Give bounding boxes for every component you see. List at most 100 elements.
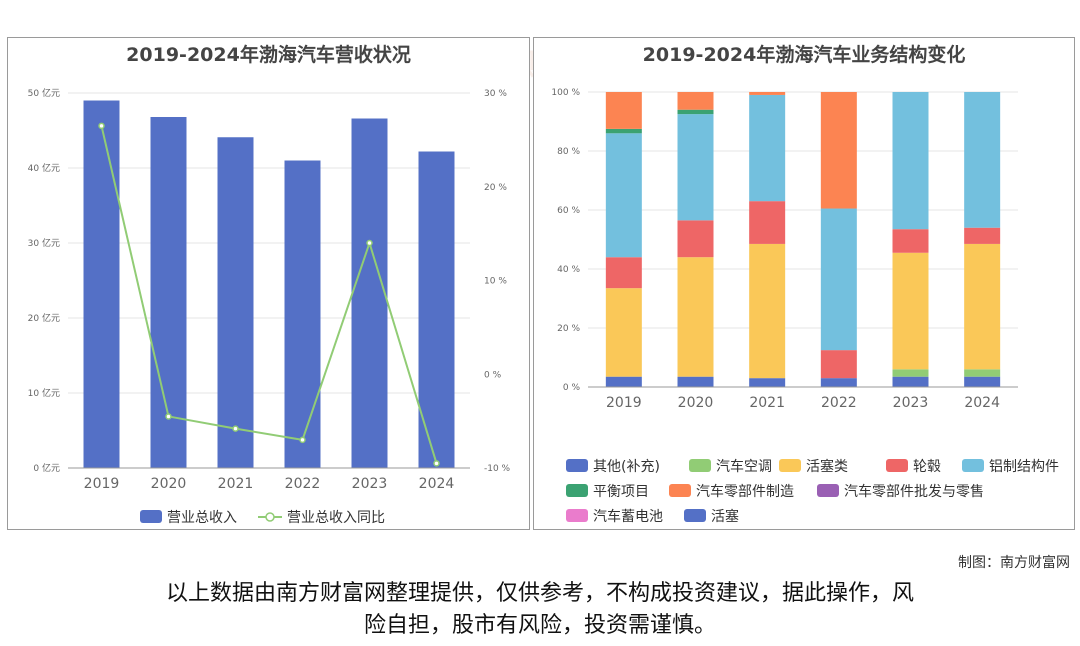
- revenue-bar: [150, 117, 187, 468]
- disclaimer-line-2: 险自担，股市有风险，投资需谨慎。: [363, 613, 716, 638]
- y-left-tick-label: 30 亿元: [28, 237, 60, 249]
- stack-segment: [749, 94, 786, 202]
- stack-segment: [820, 208, 857, 351]
- legend-swatch-marker: [265, 512, 275, 522]
- business-structure-chart-panel: 2019-2024年渤海汽车业务结构变化 0 % 20 % 40 % 60 % 80 %…: [533, 37, 1075, 530]
- stack-segment: [892, 229, 929, 253]
- stack-segment: [677, 92, 714, 110]
- x-tick-label: 2024: [964, 395, 1000, 411]
- legend-label: 平衡项目: [593, 484, 649, 500]
- x-tick-label: 2021: [218, 476, 254, 492]
- legend-swatch: [962, 459, 984, 472]
- x-tick-label: 2020: [151, 476, 187, 492]
- y-right-tick-label: 10 %: [484, 277, 507, 287]
- stack-segment: [892, 376, 929, 387]
- stack-segment: [964, 92, 1001, 228]
- legend-swatch: [669, 484, 691, 497]
- stack-segment: [820, 378, 857, 387]
- revenue-chart-panel: 2019-2024年渤海汽车营收状况 0 亿元 10 亿元 20 亿元 30 亿元 40…: [7, 37, 530, 530]
- legend-swatch: [689, 459, 711, 472]
- yoy-growth-point: [98, 122, 105, 130]
- stack-segment: [605, 376, 642, 387]
- x-tick-label: 2022: [285, 476, 321, 492]
- stack-segment: [605, 92, 642, 129]
- stack-segment: [605, 257, 642, 289]
- x-tick-label: 2020: [678, 395, 714, 411]
- stack-segment: [964, 376, 1001, 387]
- stack-segment: [749, 201, 786, 244]
- legend-label: 汽车空调: [716, 458, 772, 475]
- revenue-bar: [284, 160, 321, 468]
- yoy-growth-point: [165, 413, 172, 420]
- revenue-bar: [418, 151, 455, 468]
- y-tick-label: 0 %: [563, 383, 581, 393]
- stack-segment: [964, 227, 1001, 244]
- legend-swatch-bar: [140, 510, 162, 523]
- y-tick-label: 40 %: [557, 265, 580, 275]
- stack-segment: [677, 376, 714, 387]
- y-left-tick-label: 50 亿元: [28, 87, 60, 99]
- legend-swatch: [566, 459, 588, 472]
- y-right-tick-label: -10 %: [484, 464, 511, 474]
- yoy-growth-point: [433, 460, 440, 467]
- y-right-tick-label: 0 %: [484, 370, 502, 380]
- stack-segment: [749, 92, 786, 95]
- structure-chart-title: 2019-2024年渤海汽车业务结构变化: [642, 44, 966, 66]
- stack-segment: [964, 369, 1001, 377]
- stack-segment: [677, 220, 714, 258]
- legend-label: 轮毂: [913, 459, 941, 475]
- y-tick-label: 20 %: [557, 324, 580, 334]
- disclaimer: 以上数据由南方财富网整理提供，仅供参考，不构成投资建议，据此操作，风 险自担，股…: [0, 578, 1080, 642]
- y-left-tick-label: 10 亿元: [28, 387, 60, 399]
- stack-segment: [677, 109, 714, 115]
- y-tick-label: 60 %: [557, 206, 580, 216]
- disclaimer-line-1: 以上数据由南方财富网整理提供，仅供参考，不构成投资建议，据此操作，风: [165, 581, 914, 606]
- stack-segment: [820, 350, 857, 379]
- legend-swatch: [566, 509, 588, 522]
- x-tick-label: 2023: [893, 395, 929, 411]
- stack-segment: [749, 378, 786, 387]
- stack-segment: [892, 92, 929, 230]
- stack-segment: [892, 369, 929, 377]
- legend-label: 营业总收入同比: [287, 510, 385, 526]
- legend-swatch: [886, 459, 908, 472]
- legend-label: 其他(补充): [593, 459, 660, 475]
- legend-swatch: [779, 459, 801, 472]
- stack-segment: [605, 288, 642, 377]
- revenue-bar: [83, 100, 120, 468]
- x-tick-label: 2019: [606, 395, 642, 411]
- stack-segment: [964, 243, 1001, 370]
- stack-segment: [820, 92, 857, 209]
- yoy-growth-point: [232, 425, 239, 432]
- x-tick-label: 2023: [352, 476, 388, 492]
- y-tick-label: 100 %: [551, 88, 580, 98]
- stack-segment: [892, 252, 929, 370]
- legend-swatch: [817, 484, 839, 497]
- x-tick-label: 2022: [821, 395, 857, 411]
- legend-label: 活塞: [711, 508, 739, 525]
- x-tick-label: 2021: [749, 395, 785, 411]
- y-left-tick-label: 40 亿元: [28, 162, 60, 174]
- y-tick-label: 80 %: [557, 147, 580, 157]
- revenue-chart: 0 亿元 10 亿元 20 亿元 30 亿元 40 亿元 50 亿元 -10 % 0 % 10 …: [28, 87, 511, 526]
- chart-source-credit: 制图：南方财富网: [958, 555, 1070, 571]
- yoy-growth-point: [299, 436, 306, 444]
- stack-segment: [677, 114, 714, 221]
- stack-segment: [605, 133, 642, 258]
- stack-segment: [677, 257, 714, 377]
- legend-label: 汽车零部件批发与零售: [844, 483, 984, 500]
- x-tick-label: 2024: [419, 476, 455, 492]
- revenue-chart-title: 2019-2024年渤海汽车营收状况: [126, 44, 411, 66]
- y-left-tick-label: 20 亿元: [28, 312, 60, 324]
- revenue-chart-legend: 营业总收入 营业总收入同比: [140, 510, 385, 526]
- structure-chart: 0 % 20 % 40 % 60 % 80 % 100 % 2019 2020 2021 2022…: [551, 88, 1059, 525]
- yoy-growth-point: [366, 239, 373, 247]
- legend-swatch: [566, 484, 588, 497]
- legend-label: 汽车零部件制造: [696, 483, 794, 500]
- legend-label: 营业总收入: [167, 510, 237, 526]
- stack-segment: [605, 128, 642, 134]
- legend-label: 汽车蓄电池: [593, 508, 663, 525]
- legend-label: 活塞类: [806, 458, 848, 475]
- y-right-tick-label: 30 %: [484, 89, 507, 99]
